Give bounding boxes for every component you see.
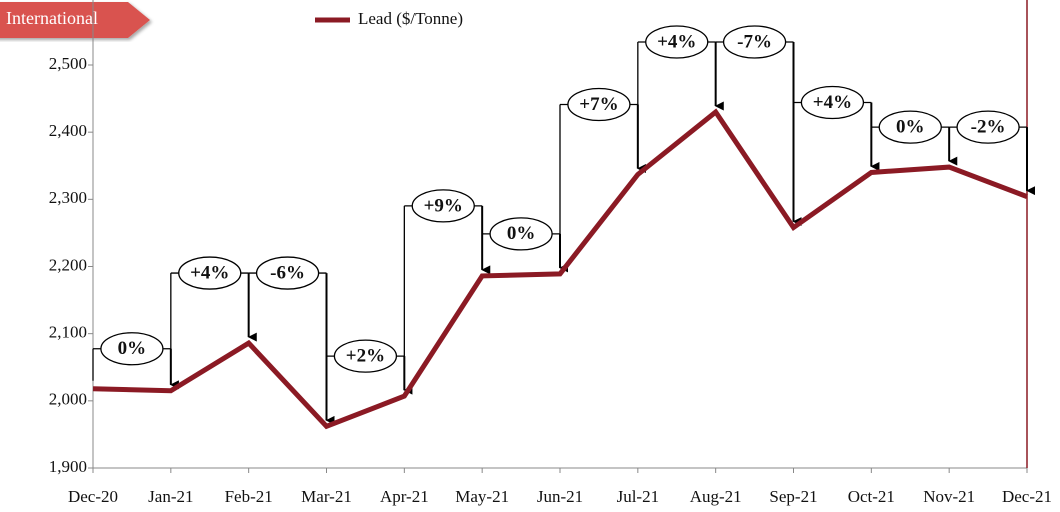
annotation-label: -7% [737,31,772,52]
annotation-label: 0% [507,223,536,244]
annotation-bubble [567,87,631,122]
x-tick-label: Mar-21 [301,487,352,506]
annotation-label: +2% [346,345,385,366]
annotation-label: 0% [896,116,925,137]
annotation-bubble [178,256,242,290]
tag-label: International [6,8,98,28]
y-tick-label: 2,200 [49,255,87,274]
annotation-label: +4% [657,31,696,52]
annotation-bubble [489,217,553,251]
x-tick-label: Nov-21 [923,487,975,506]
x-tick-label: Oct-21 [848,487,895,506]
y-tick-label: 2,000 [49,390,87,409]
y-tick-label: 1,900 [49,457,87,476]
tag-shape [0,2,150,38]
series-line [92,108,1028,430]
annotation-bubble [645,25,709,59]
annotation-bubble [722,25,787,59]
y-tick-label: 2,300 [49,188,87,207]
x-tick-label: Sep-21 [769,487,817,506]
x-tick-label: May-21 [455,487,509,506]
annotation-label: +9% [424,195,463,216]
x-tick-label: Apr-21 [380,487,429,506]
y-tick-label: 2,400 [49,121,87,140]
annotation-label: 0% [118,338,147,359]
y-tick-label: 2,500 [49,54,87,73]
x-tick-label: Dec-20 [68,487,118,506]
annotation-label: +7% [579,94,618,115]
x-tick-label: Jan-21 [148,487,193,506]
annotation-bubble [956,110,1020,144]
annotation-bubble [878,110,942,144]
annotation-label: -6% [270,262,305,283]
annotation-bubble [800,85,865,120]
annotation-label: -2% [971,116,1006,137]
x-tick-label: Jul-21 [617,487,660,506]
annotation-bubble [411,189,475,223]
x-tick-label: Feb-21 [225,487,273,506]
x-tick-label: Jun-21 [537,487,583,506]
annotation-bubble [333,339,398,373]
x-tick-label: Aug-21 [690,487,742,506]
annotation-label: +4% [190,262,229,283]
y-tick-label: 2,100 [49,323,87,342]
annotation-label: +4% [813,92,852,113]
legend-label: Lead ($/Tonne) [358,9,463,28]
x-tick-label: Dec-21 [1002,487,1052,506]
annotation-bubble [100,332,164,366]
annotation-bubble [255,256,320,290]
